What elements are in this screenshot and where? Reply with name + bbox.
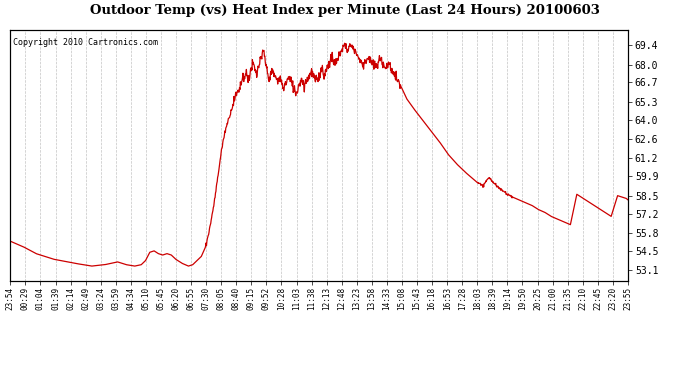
Text: Copyright 2010 Cartronics.com: Copyright 2010 Cartronics.com	[13, 38, 159, 46]
Text: Outdoor Temp (vs) Heat Index per Minute (Last 24 Hours) 20100603: Outdoor Temp (vs) Heat Index per Minute …	[90, 4, 600, 17]
